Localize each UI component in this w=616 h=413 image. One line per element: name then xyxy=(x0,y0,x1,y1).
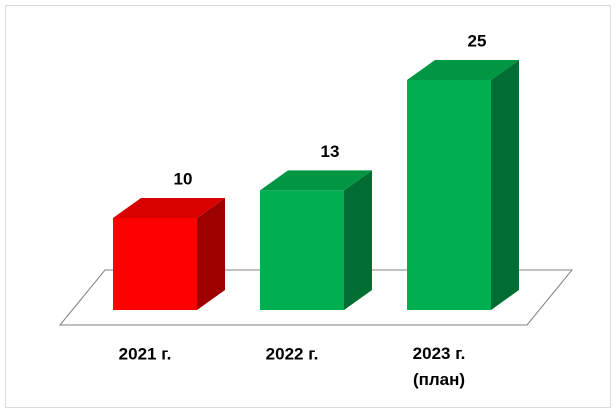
bar-side xyxy=(491,60,519,310)
bar xyxy=(407,80,491,310)
bar-side xyxy=(344,170,372,310)
bar-top xyxy=(260,170,372,191)
data-label: 25 xyxy=(468,31,487,50)
x-tick-label: 2023 г. (план) xyxy=(413,344,466,389)
x-tick-label: 2021 г. xyxy=(119,344,172,363)
bar-side xyxy=(197,198,225,310)
x-tick-label: 2022 г. xyxy=(266,344,319,363)
bar-top xyxy=(407,60,519,80)
data-label: 13 xyxy=(321,142,340,161)
bar xyxy=(260,190,344,310)
bar-top xyxy=(113,198,225,218)
bar xyxy=(113,218,197,310)
data-label: 10 xyxy=(174,169,193,188)
